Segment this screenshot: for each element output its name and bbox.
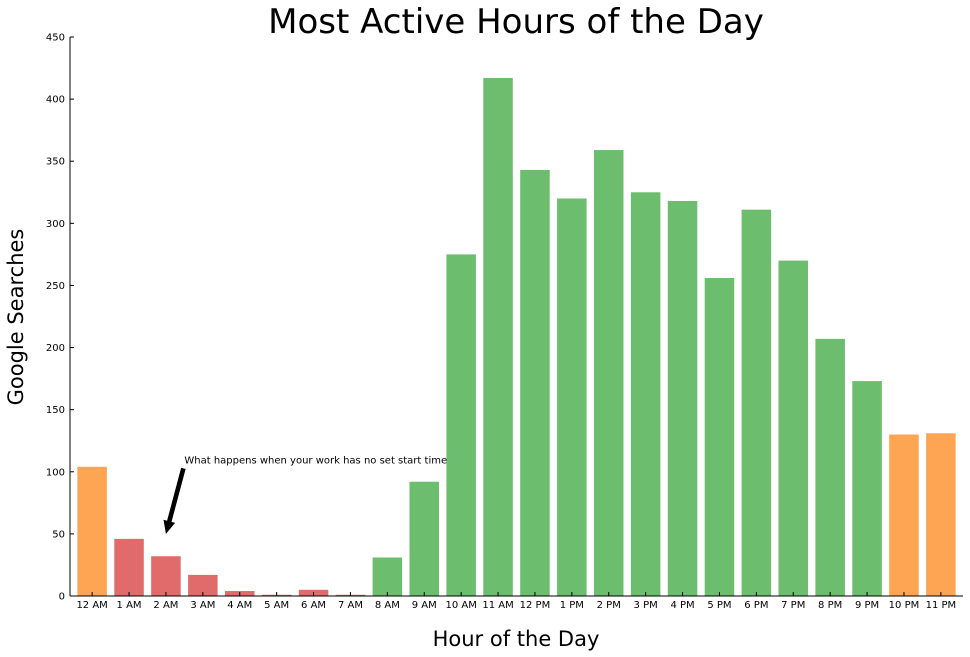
x-tick-label: 10 PM (889, 600, 920, 611)
x-tick-label: 5 PM (707, 600, 731, 611)
bar-9-am (409, 481, 440, 596)
y-tick-label: 100 (46, 467, 65, 478)
bar-3-am (188, 574, 218, 596)
y-tick-label: 150 (46, 405, 65, 416)
x-tick-label: 6 PM (744, 600, 768, 611)
y-tick-label: 400 (46, 95, 65, 106)
bar-12-pm (520, 169, 550, 597)
x-tick-label: 4 AM (227, 600, 252, 611)
bar-1-am (114, 538, 144, 596)
bar-11-pm (926, 433, 956, 596)
annotation-text: What happens when your work has no set s… (184, 455, 447, 466)
x-tick-label: 3 AM (190, 600, 215, 611)
y-axis-title: Google Searches (4, 229, 28, 406)
bar-7-pm (778, 260, 809, 596)
y-tick-label: 250 (46, 281, 65, 292)
x-tick-label: 2 PM (597, 600, 621, 611)
x-tick-label: 7 AM (338, 600, 363, 611)
x-tick-label: 11 AM (482, 600, 513, 611)
x-tick-label: 3 PM (634, 600, 658, 611)
x-tick-label: 7 PM (781, 600, 805, 611)
bar-9-pm (852, 381, 882, 596)
annotation-group: What happens when your work has no set s… (163, 455, 447, 534)
bar-10-am (446, 254, 476, 596)
x-tick-label: 2 AM (153, 600, 178, 611)
y-tick-label: 50 (52, 529, 65, 540)
bar-2-pm (593, 150, 624, 597)
bar-4-pm (667, 200, 698, 596)
bar-1-pm (557, 198, 587, 597)
x-tick-label: 1 AM (117, 600, 142, 611)
bar-6-pm (741, 209, 772, 597)
x-tick-label: 9 PM (855, 600, 879, 611)
chart-title: Most Active Hours of the Day (268, 2, 764, 42)
x-axis: 12 AM 1 AM 2 AM 3 AM 4 AM 5 AM 6 AM 7 AM 8 AM 9 A… (70, 592, 963, 611)
x-tick-label: 10 AM (445, 600, 476, 611)
x-tick-label: 6 AM (301, 600, 326, 611)
y-tick-label: 350 (46, 157, 65, 168)
x-tick-label: 4 PM (670, 600, 694, 611)
x-tick-label: 8 AM (375, 600, 400, 611)
y-tick-label: 200 (46, 343, 65, 354)
y-tick-label: 450 (46, 33, 65, 44)
x-tick-label: 12 PM (520, 600, 551, 611)
bar-10-pm (889, 434, 919, 596)
y-axis: 0 50 100 150 200 250 300 350 400 450 (46, 33, 74, 603)
x-axis-title: Hour of the Day (433, 627, 600, 651)
bar-3-pm (630, 192, 661, 596)
bar-2-am (151, 556, 181, 596)
bar-5-pm (704, 277, 735, 596)
bar-8-pm (815, 338, 845, 596)
annotation-arrow (163, 467, 186, 534)
x-tick-label: 1 PM (560, 600, 584, 611)
bar-11-am (483, 77, 513, 597)
x-tick-label: 8 PM (818, 600, 842, 611)
y-tick-label: 300 (46, 219, 65, 230)
bar-8-am (372, 557, 403, 596)
x-tick-label: 5 AM (264, 600, 289, 611)
bar-12-am (77, 466, 107, 596)
x-tick-label: 9 AM (412, 600, 437, 611)
x-tick-label: 11 PM (926, 600, 957, 611)
bars-group (77, 77, 956, 597)
x-tick-label: 12 AM (76, 600, 107, 611)
y-tick-label: 0 (59, 592, 65, 603)
